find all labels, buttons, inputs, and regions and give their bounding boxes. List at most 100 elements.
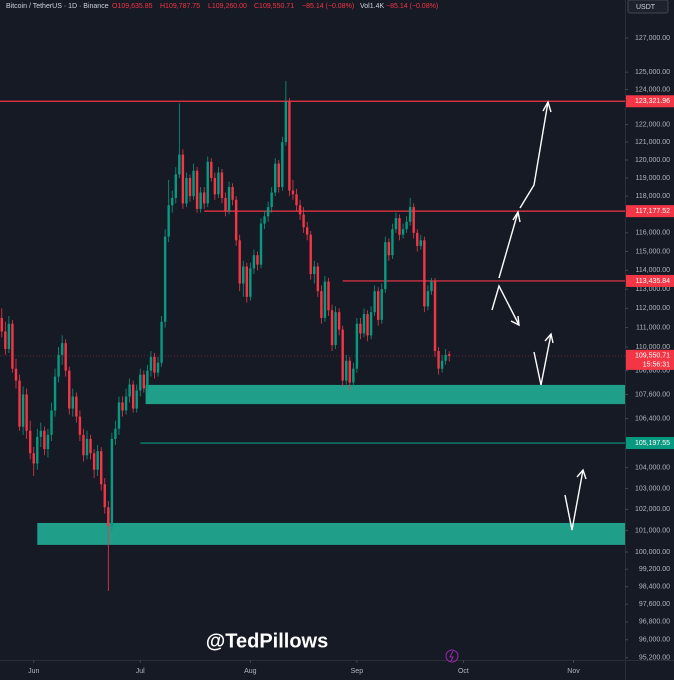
candle-body	[305, 227, 309, 235]
candle-body	[224, 197, 227, 211]
candle-body	[259, 223, 263, 265]
candle-body	[313, 266, 316, 275]
price-tag-label: 123,321.96	[635, 98, 670, 105]
y-tick-label: 112,000.00	[635, 305, 670, 312]
price-tag	[626, 437, 674, 450]
y-tick-label: 96,800.00	[639, 619, 670, 626]
candle-body	[220, 172, 224, 198]
candle-body	[309, 234, 312, 275]
arrowhead	[542, 100, 552, 113]
y-tick-label: 113,000.00	[635, 286, 670, 293]
y-tick-label: 120,000.00	[635, 157, 670, 164]
candle-body	[195, 170, 199, 209]
candle-body	[192, 170, 195, 197]
candle-body	[199, 192, 202, 209]
y-tick-label: 98,400.00	[639, 584, 670, 591]
y-tick-label: 107,600.00	[635, 391, 670, 398]
currency[interactable]: USDT	[636, 4, 656, 11]
y-tick-label: 111,000.00	[636, 324, 670, 331]
candle-body	[391, 229, 394, 256]
candle-body	[53, 376, 57, 411]
candle-body	[433, 281, 437, 351]
candle-body	[277, 163, 280, 188]
candle-body	[75, 396, 78, 417]
candle-body	[68, 370, 71, 409]
y-tick-label: 114,000.00	[635, 267, 670, 274]
candle-body	[440, 360, 444, 369]
candle-body	[320, 291, 323, 318]
candle-body	[430, 281, 433, 292]
candle-body	[100, 451, 103, 485]
candle-body	[288, 101, 291, 191]
candle-body	[103, 484, 106, 508]
arrowhead	[510, 315, 520, 327]
y-tick-label: 115,000.00	[635, 248, 670, 255]
candle-body	[32, 453, 35, 464]
y-tick-label: 124,000.00	[635, 86, 670, 93]
x-tick-label: Aug	[244, 668, 257, 675]
y-tick-label: 97,600.00	[639, 601, 670, 608]
x-tick-label: Nov	[567, 668, 580, 675]
candle-body	[107, 507, 110, 527]
candle-body	[28, 430, 32, 454]
support-zone	[37, 522, 626, 545]
close: C109,550.71	[254, 3, 294, 10]
candle-body	[213, 177, 217, 195]
countdown: 15:56:31	[643, 362, 670, 369]
candle-body	[416, 232, 419, 246]
candle-body	[146, 370, 149, 389]
candle-body	[330, 310, 334, 346]
candle-body	[71, 396, 75, 409]
x-tick-label: Jul	[136, 668, 145, 675]
y-tick-label: 100,000.00	[635, 549, 670, 556]
price-tag-label: 105,197.55	[635, 440, 670, 447]
candle-body	[185, 177, 188, 204]
event-icon[interactable]	[445, 649, 459, 663]
price-tag-label: 113,435.84	[635, 278, 670, 285]
y-tick-label: 127,000.00	[635, 35, 670, 42]
candle-body	[337, 312, 341, 330]
y-tick-label: 96,000.00	[639, 637, 670, 644]
plot-area	[0, 80, 626, 592]
y-tick-label: 106,400.00	[635, 415, 670, 422]
symbol: Bitcoin / TetherUS · 1D · Binance	[6, 3, 109, 10]
candle-body	[341, 329, 344, 381]
high: H109,787.75	[160, 3, 200, 10]
candle-body	[114, 428, 117, 439]
candle-body	[178, 154, 181, 175]
candle-body	[405, 221, 408, 230]
candle-body	[298, 205, 302, 215]
candle-body	[171, 197, 174, 206]
candle-body	[14, 368, 18, 381]
candle-body	[96, 451, 99, 470]
candle-body	[348, 360, 351, 383]
candle-body	[4, 331, 7, 350]
y-tick-label: 110,000.00	[635, 344, 670, 351]
candle-body	[206, 161, 209, 204]
candle-body	[57, 354, 60, 377]
candle-body	[284, 101, 288, 143]
candle-body	[64, 343, 67, 371]
watermark: @TedPillows	[206, 630, 328, 652]
candle-body	[18, 380, 21, 427]
candle-body	[444, 354, 447, 361]
candle-body	[401, 229, 405, 235]
low: L109,260.00	[208, 3, 247, 10]
candle-body	[167, 205, 170, 237]
candle-body	[352, 368, 355, 383]
candle-body	[149, 356, 153, 371]
candle-body	[291, 190, 295, 195]
candle-body	[110, 438, 114, 527]
last-price-label: 109,550.71	[635, 353, 670, 360]
y-tick-label: 121,000.00	[635, 139, 670, 146]
y-tick-label: 103,000.00	[635, 485, 670, 492]
currency-box[interactable]	[627, 0, 669, 14]
candle-body	[295, 194, 298, 206]
candle-body	[227, 187, 231, 211]
price-tag-label: 117,177.52	[635, 208, 670, 215]
price-tag	[626, 95, 674, 108]
candle-body	[437, 350, 440, 369]
candle-body	[0, 317, 3, 332]
